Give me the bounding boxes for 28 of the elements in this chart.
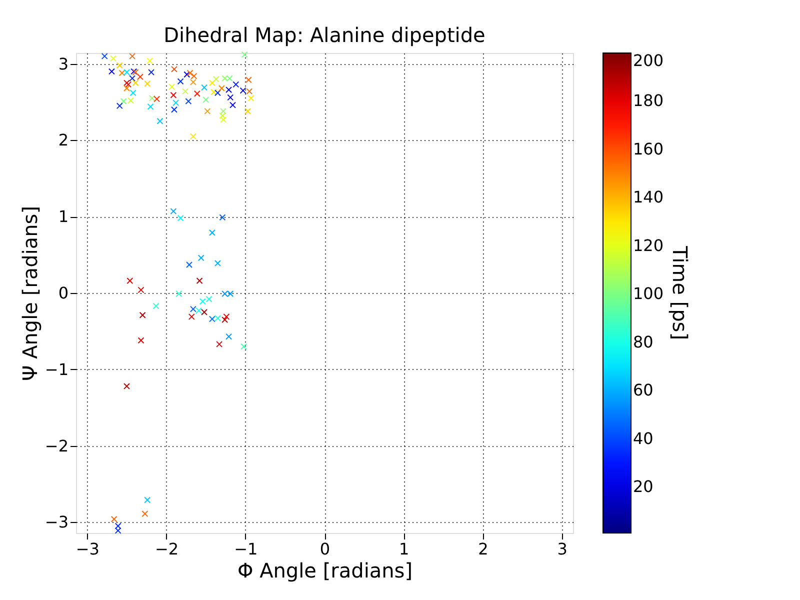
- x-axis-title: Φ Angle [radians]: [237, 558, 413, 582]
- y-axis-title: Ψ Angle [radians]: [18, 206, 42, 382]
- color-bar-label: 200: [633, 51, 664, 70]
- x-tick-label: −3: [76, 540, 100, 558]
- x-tick-label: 3: [557, 540, 568, 558]
- x-tick-label: 2: [478, 540, 488, 558]
- y-tick-label: 0: [58, 284, 68, 302]
- x-tick-label: 0: [320, 540, 330, 558]
- color-bar-label: 160: [633, 139, 664, 158]
- color-bar-label: 140: [633, 188, 664, 207]
- color-bar-label: 60: [633, 380, 654, 400]
- color-bar-label: 180: [633, 91, 664, 110]
- color-bar-label: 120: [633, 236, 664, 255]
- x-tick-label: −2: [155, 540, 179, 558]
- y-tick-label: −3: [44, 512, 68, 532]
- y-tick-label: −1: [44, 360, 68, 379]
- color-bar-label: 80: [633, 332, 654, 352]
- x-tick-label: −1: [234, 540, 258, 558]
- y-tick-label: −2: [44, 436, 68, 456]
- y-tick-label: 2: [58, 130, 68, 150]
- color-bar-label: 20: [633, 477, 654, 496]
- x-tick-label: 1: [399, 540, 410, 558]
- color-bar-label: 100: [633, 284, 664, 304]
- chart-title: Dihedral Map: Alanine dipeptide: [164, 22, 486, 47]
- color-bar-label: 40: [633, 428, 654, 448]
- color-bar-title: Time [ps]: [668, 244, 692, 340]
- y-tick-label: 1: [58, 207, 68, 226]
- y-tick-label: 3: [58, 54, 68, 74]
